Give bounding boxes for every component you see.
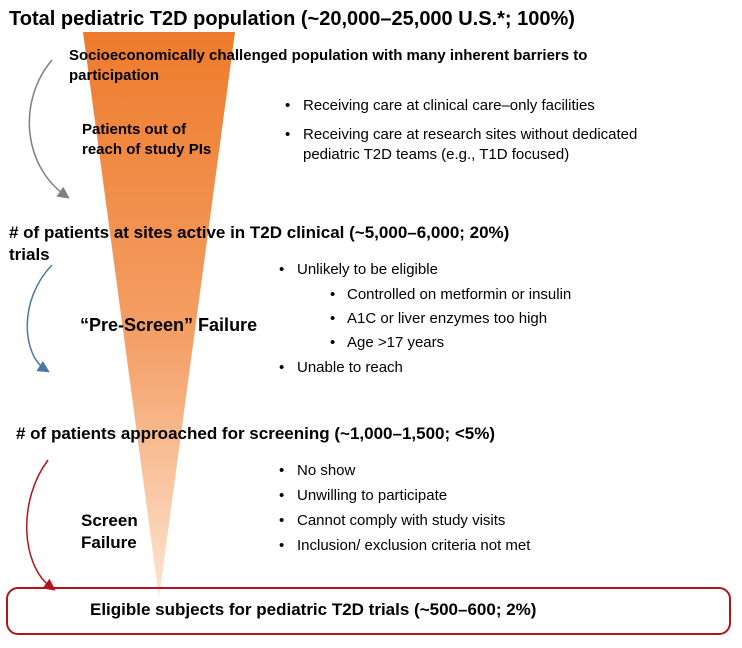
stage2-bullet: Unlikely to be eligible	[279, 260, 438, 280]
stage1-bullet: Receiving care at clinical care–only fac…	[285, 96, 595, 116]
level-total-title: Total pediatric T2D population (~20,000–…	[9, 8, 575, 30]
stage1-label: Patients out of reach of study PIs	[82, 121, 212, 158]
stage3-bullet: Inclusion/ exclusion criteria not met	[279, 536, 530, 556]
stage2-sub-bullet: A1C or liver enzymes too high	[330, 309, 547, 329]
stage1-bullet: Receiving care at research sites without…	[285, 125, 637, 145]
funnel-wedge	[83, 32, 235, 598]
stage2-bullet: Unable to reach	[279, 358, 403, 378]
stage3-bullet: No show	[279, 461, 355, 481]
stage2-sub-bullet: Age >17 years	[330, 333, 444, 353]
stage3-bullet: Unwilling to participate	[279, 486, 447, 506]
stage2-sub-bullet: Controlled on metformin or insulin	[330, 285, 571, 305]
stage3-bullet: Cannot comply with study visits	[279, 511, 505, 531]
barrier-note: Socioeconomically challenged population …	[69, 47, 588, 84]
arrow-stage2	[26, 264, 53, 373]
level-sites-title: # of patients at sites active in T2D cli…	[9, 223, 510, 264]
eligible-frame	[6, 587, 731, 635]
arrow-stage1	[28, 59, 70, 199]
level-approached-title: # of patients approached for screening (…	[16, 424, 496, 443]
stage2-label: “Pre-Screen” Failure	[80, 315, 258, 335]
arrow-stage3	[25, 459, 56, 591]
stage1-bullet-continuation: pediatric T2D teams (e.g., T1D focused)	[303, 146, 570, 163]
level-eligible-title: Eligible subjects for pediatric T2D tria…	[90, 600, 537, 619]
stage3-label: Screen Failure	[81, 511, 138, 552]
